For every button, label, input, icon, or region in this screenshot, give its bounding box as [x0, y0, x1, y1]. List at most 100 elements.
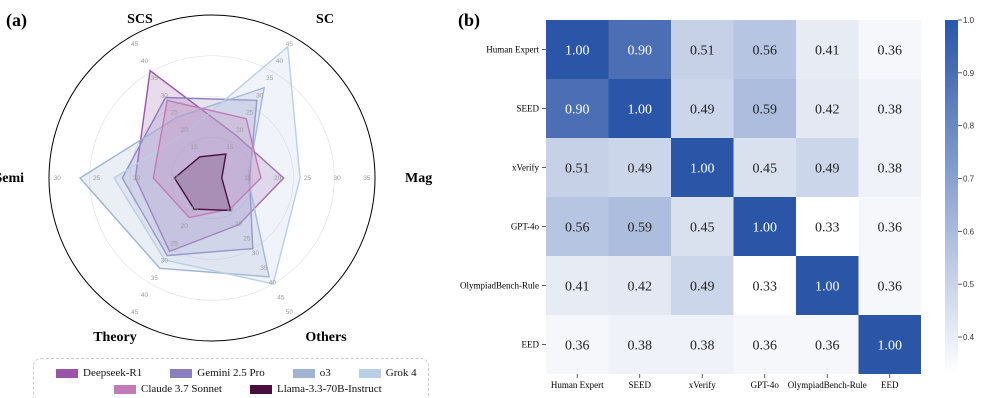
- heatmap-cell-label: 0.36: [815, 339, 840, 354]
- legend-item-o3: o3: [292, 367, 331, 379]
- radar-tick-label: 15: [190, 144, 198, 151]
- heatmap-cell: [671, 256, 734, 315]
- heatmap-cell: [858, 20, 921, 79]
- radar-tick-label: 35: [151, 275, 159, 282]
- heatmap-cell-label: 0.38: [628, 339, 653, 354]
- heatmap-cell-label: 0.49: [628, 162, 653, 177]
- heatmap-cell-label: 0.56: [753, 44, 778, 59]
- legend-swatch: [358, 368, 381, 378]
- radar-axis-label-theory: Theory: [93, 330, 137, 345]
- colorbar-tick-label: 0.8: [963, 122, 975, 131]
- heatmap-cell: [796, 315, 859, 374]
- heatmap-column-label: EED: [881, 380, 899, 390]
- radar-tick-label: 40: [276, 58, 284, 65]
- legend-label: Claude 3.7 Sonnet: [141, 383, 222, 395]
- radar-tick-label: 40: [141, 58, 149, 65]
- radar-tick-label: 20: [133, 175, 141, 182]
- heatmap-cell: [608, 256, 671, 315]
- heatmap-column-label: SEED: [629, 380, 652, 390]
- heatmap-cell-label: 0.45: [690, 221, 715, 236]
- heatmap-cell-label: 1.00: [878, 339, 903, 354]
- radar-tick-label: 20: [274, 175, 282, 182]
- heatmap-cell: [733, 315, 796, 374]
- heatmap-cell-label: 0.42: [628, 280, 653, 295]
- radar-tick-label: 45: [131, 309, 139, 316]
- heatmap-cell-label: 0.49: [690, 280, 715, 295]
- legend-label: Deepseek-R1: [83, 367, 143, 379]
- radar-tick-label: 45: [286, 41, 294, 48]
- legend-item-claude-3-7-sonnet: Claude 3.7 Sonnet: [114, 383, 222, 395]
- heatmap-cell: [671, 138, 734, 197]
- radar-tick-label: 25: [171, 110, 179, 117]
- heatmap-column-label: GPT-4o: [751, 380, 780, 390]
- legend-row: Deepseek-R1 Gemini 2.5 Pro o3 Grok 4: [56, 367, 417, 379]
- heatmap-cell: [608, 20, 671, 79]
- heatmap-cell-label: 1.00: [690, 162, 715, 177]
- radar-tick-label: 35: [363, 175, 371, 182]
- heatmap-cell-label: 0.33: [815, 221, 840, 236]
- radar-tick-label: 30: [54, 175, 62, 182]
- radar-tick-label: 35: [151, 75, 159, 82]
- heatmap-cell: [733, 138, 796, 197]
- radar-tick-label: 50: [286, 309, 294, 316]
- heatmap-cell-label: 0.36: [878, 280, 903, 295]
- heatmap-cell: [858, 256, 921, 315]
- legend-label: Grok 4: [385, 367, 417, 379]
- heatmap-cell: [671, 315, 734, 374]
- legend-item-gemini-2-5-pro: Gemini 2.5 Pro: [170, 367, 265, 379]
- heatmap-cell: [733, 256, 796, 315]
- heatmap-cell: [608, 315, 671, 374]
- colorbar: [945, 20, 958, 374]
- radar-tick-label: 15: [244, 175, 252, 182]
- radar-tick-label: 15: [226, 206, 234, 213]
- heatmap-cell-label: 0.36: [565, 339, 590, 354]
- heatmap-cell-label: 0.42: [815, 103, 840, 118]
- heatmap-row-label: GPT-4o: [511, 222, 540, 232]
- heatmap-cell: [796, 20, 859, 79]
- radar-tick-label: 35: [260, 265, 268, 272]
- heatmap-cell: [733, 20, 796, 79]
- heatmap-cell-label: 0.36: [753, 339, 778, 354]
- heatmap-cell: [671, 197, 734, 256]
- radar-legend: Deepseek-R1 Gemini 2.5 Pro o3 Grok 4 Claude…: [33, 358, 429, 398]
- radar-tick-label: 40: [269, 280, 277, 287]
- heatmap-cell: [733, 79, 796, 138]
- heatmap-cell-label: 0.41: [815, 44, 840, 59]
- radar-tick-label: 20: [236, 127, 244, 134]
- heatmap-cell: [546, 79, 609, 138]
- radar-series-o3: [78, 86, 270, 278]
- radar-series-gemini-2-5-pro: [121, 96, 258, 257]
- radar-tick-label: 40: [141, 292, 149, 299]
- radar-tick-label: 25: [246, 110, 254, 117]
- radar-tick-label: 25: [171, 240, 179, 247]
- heatmap-column-label: OlympiadBench-Rule: [788, 380, 867, 390]
- heatmap-row-label: Human Expert: [486, 45, 539, 55]
- heatmap-cell-label: 0.90: [565, 103, 590, 118]
- heatmap-cell-label: 1.00: [565, 44, 590, 59]
- radar-tick-label: 45: [277, 294, 285, 301]
- radar-tick-label: 20: [181, 127, 189, 134]
- heatmap-cell-label: 1.00: [628, 103, 653, 118]
- radar-tick-label: 45: [131, 41, 139, 48]
- heatmap-cells: 1.00 0.90 0.51 0.56 0.41 0.36 0.90 1.00 0.49 0.59…: [546, 20, 921, 374]
- heatmap-row-label: OlympiadBench-Rule: [460, 281, 539, 291]
- radar-series-grok-4: [113, 45, 301, 285]
- heatmap-row-label: EED: [522, 340, 540, 350]
- radar-tick-label: 25: [243, 236, 251, 243]
- heatmap-cell: [546, 197, 609, 256]
- legend-swatch: [292, 368, 315, 378]
- heatmap-cell-label: 0.51: [690, 44, 715, 59]
- legend-row: Claude 3.7 Sonnet Llama-3.3-70B-Instruct: [114, 383, 382, 395]
- heatmap-cell-label: 0.36: [878, 221, 903, 236]
- heatmap-row-label: xVerify: [512, 163, 539, 173]
- heatmap-cell-label: 0.38: [878, 103, 903, 118]
- radar-series-llama-3-3-70b-instruct: [173, 153, 232, 212]
- legend-swatch: [114, 384, 136, 394]
- colorbar-tick-label: 0.7: [963, 175, 975, 184]
- heatmap-cell: [858, 315, 921, 374]
- heatmap-cell: [546, 138, 609, 197]
- radar-series-group: [78, 45, 301, 285]
- heatmap-cell: [796, 79, 859, 138]
- heatmap-cell: [858, 197, 921, 256]
